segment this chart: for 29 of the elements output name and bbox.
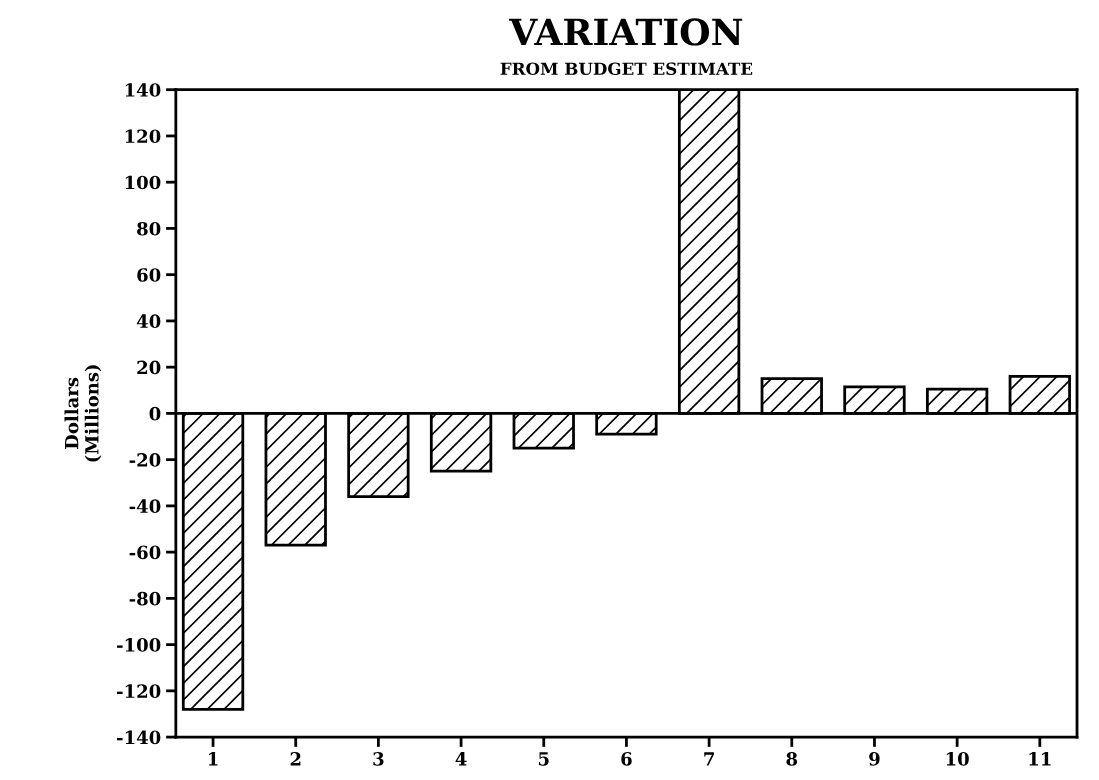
y-tick-label: -80 [129,591,161,606]
x-tick-label: 6 [621,752,632,766]
x-tick-label: 3 [373,752,384,766]
y-tick-label: 40 [136,314,161,329]
y-tick-label: -60 [129,545,161,560]
y-tick-label: -120 [117,684,161,698]
y-axis-title: Dollars (Millions) [64,365,102,462]
y-tick-label: -100 [117,638,161,652]
chart-subtitle: FROM BUDGET ESTIMATE [500,62,753,76]
y-tick-label: 0 [149,406,161,421]
x-tick-label: 8 [786,752,798,766]
x-tick-label: 7 [704,752,714,766]
x-tick-label: 5 [538,752,549,766]
x-tick-label: 2 [290,752,301,766]
x-tick-label: 11 [1029,752,1051,766]
x-tick-label: 9 [869,752,880,766]
y-tick-label: -40 [129,499,161,513]
chart-title: VARIATION [509,18,743,46]
y-tick-label: 140 [125,83,161,97]
y-tick-label: 20 [137,360,161,375]
y-tick-label: -140 [117,730,161,745]
y-tick-label: 120 [125,129,161,144]
x-tick-label: 1 [208,752,218,766]
y-tick-label: 60 [137,268,161,282]
y-tick-label: 80 [137,221,161,236]
x-tick-label: 4 [455,752,467,766]
y-tick-label: 100 [125,175,161,190]
x-tick-label: 10 [946,752,969,766]
y-tick-label: -20 [129,453,161,467]
